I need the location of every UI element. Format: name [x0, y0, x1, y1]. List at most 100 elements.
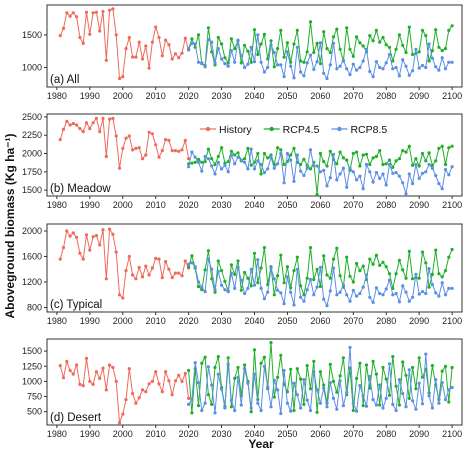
data-point	[61, 376, 66, 380]
x-tick-label: 2090	[409, 91, 429, 101]
data-point	[355, 178, 359, 182]
x-tick-label: 2100	[442, 91, 462, 101]
data-point	[299, 377, 303, 381]
y-tick-label: 2500	[22, 112, 42, 122]
data-point	[223, 288, 227, 292]
data-point	[295, 393, 299, 397]
data-point	[351, 408, 355, 413]
data-point	[58, 138, 62, 142]
data-point	[440, 56, 444, 60]
data-point	[177, 56, 181, 60]
data-point	[397, 300, 401, 304]
data-point	[440, 144, 444, 148]
data-point	[401, 268, 405, 272]
data-point	[374, 286, 378, 290]
data-point	[394, 171, 398, 175]
data-point	[447, 388, 451, 392]
legend: History RCP4.5 RCP8.5	[200, 124, 387, 136]
data-point	[94, 116, 98, 120]
data-point	[401, 58, 405, 62]
data-point	[210, 277, 214, 281]
data-point	[378, 263, 382, 267]
data-point	[427, 151, 431, 155]
data-point	[345, 26, 349, 30]
data-point	[322, 254, 326, 258]
data-point	[325, 164, 329, 168]
data-point	[190, 411, 194, 415]
data-point	[345, 185, 349, 189]
data-point	[302, 60, 306, 64]
data-point	[196, 381, 201, 385]
data-point	[121, 412, 125, 416]
data-point	[246, 276, 250, 280]
data-point	[68, 14, 72, 18]
data-point	[424, 159, 428, 163]
data-point	[266, 167, 270, 171]
data-point	[374, 28, 378, 32]
panel-label: (b) Meadow	[50, 183, 111, 195]
data-point	[355, 409, 359, 413]
data-point	[312, 370, 316, 374]
data-point	[312, 277, 316, 282]
data-point	[183, 371, 187, 376]
data-point	[358, 174, 362, 178]
data-point	[164, 260, 168, 264]
data-point	[401, 284, 405, 288]
data-point	[338, 374, 342, 378]
data-point	[302, 402, 306, 406]
data-point	[239, 61, 243, 65]
data-point	[243, 65, 247, 70]
data-point	[213, 162, 217, 167]
data-point	[137, 265, 141, 269]
x-tick-label: 2000	[113, 429, 133, 439]
data-point	[124, 398, 128, 402]
data-point	[295, 267, 299, 271]
data-point	[279, 291, 283, 295]
data-point	[160, 149, 164, 153]
data-point	[117, 76, 122, 81]
data-point	[391, 59, 395, 63]
data-point	[358, 291, 362, 296]
data-point	[104, 58, 108, 62]
x-tick-label: 2070	[343, 316, 363, 326]
data-point	[108, 363, 112, 367]
data-point	[338, 47, 342, 51]
data-point	[68, 123, 72, 127]
data-point	[249, 267, 253, 271]
data-point	[256, 52, 260, 57]
data-point	[391, 67, 395, 71]
data-point	[210, 267, 214, 271]
data-point	[381, 293, 385, 297]
data-point	[259, 162, 263, 167]
data-point	[111, 232, 115, 236]
data-point	[262, 70, 266, 74]
data-point	[256, 258, 260, 262]
x-tick-label: 2020	[179, 429, 199, 439]
data-point	[213, 172, 217, 176]
data-point	[220, 57, 224, 61]
data-point	[397, 33, 401, 37]
data-point	[394, 272, 398, 276]
y-tick-label: 1500	[22, 185, 42, 195]
data-point	[259, 361, 263, 365]
data-point	[308, 20, 313, 24]
data-point	[190, 261, 194, 265]
data-point	[187, 368, 191, 373]
data-point	[243, 367, 247, 371]
data-point	[325, 76, 329, 81]
data-point	[276, 146, 280, 150]
data-point	[229, 405, 233, 409]
data-point	[427, 285, 431, 289]
data-point	[71, 231, 75, 235]
data-point	[187, 47, 191, 51]
data-point	[262, 355, 266, 359]
data-point	[203, 65, 207, 69]
data-point	[144, 44, 148, 48]
data-point	[269, 266, 273, 270]
data-point	[213, 61, 217, 65]
data-point	[414, 157, 418, 161]
data-point	[206, 249, 210, 253]
data-point	[440, 369, 444, 373]
data-point	[210, 383, 214, 387]
data-point	[404, 64, 408, 68]
